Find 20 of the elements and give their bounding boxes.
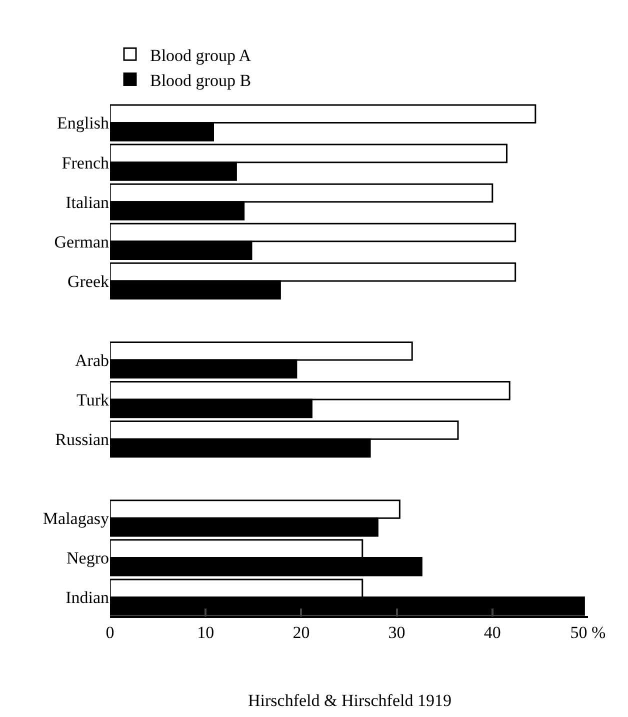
x-tick-label: 50 %	[570, 623, 606, 642]
y-tick-label: Italian	[66, 192, 110, 212]
x-tick-label: 40	[484, 623, 501, 642]
x-tick-label: 10	[197, 623, 214, 642]
y-tick-label: French	[62, 153, 110, 172]
y-tick-label: Malagasy	[42, 509, 110, 528]
y-tick-label: Greek	[67, 272, 110, 291]
y-tick-label: English	[57, 114, 110, 133]
text: Hirschfeld & Hirschfeld 1919	[248, 691, 452, 710]
legend-label: Blood group A	[150, 46, 252, 65]
y-tick-label: Russian	[55, 430, 110, 450]
y-tick-label: Arab	[75, 350, 109, 370]
y-tick-label: German	[54, 232, 110, 252]
x-tick-label: 0	[106, 623, 114, 642]
y-tick-label: Turk	[76, 390, 110, 410]
y-tick-label: Negro	[66, 548, 109, 568]
x-tick-label: 30	[388, 623, 406, 642]
legend-label: Blood group B	[150, 70, 252, 90]
y-tick-label: Indian	[66, 588, 110, 608]
x-tick-label: 20	[292, 623, 310, 642]
